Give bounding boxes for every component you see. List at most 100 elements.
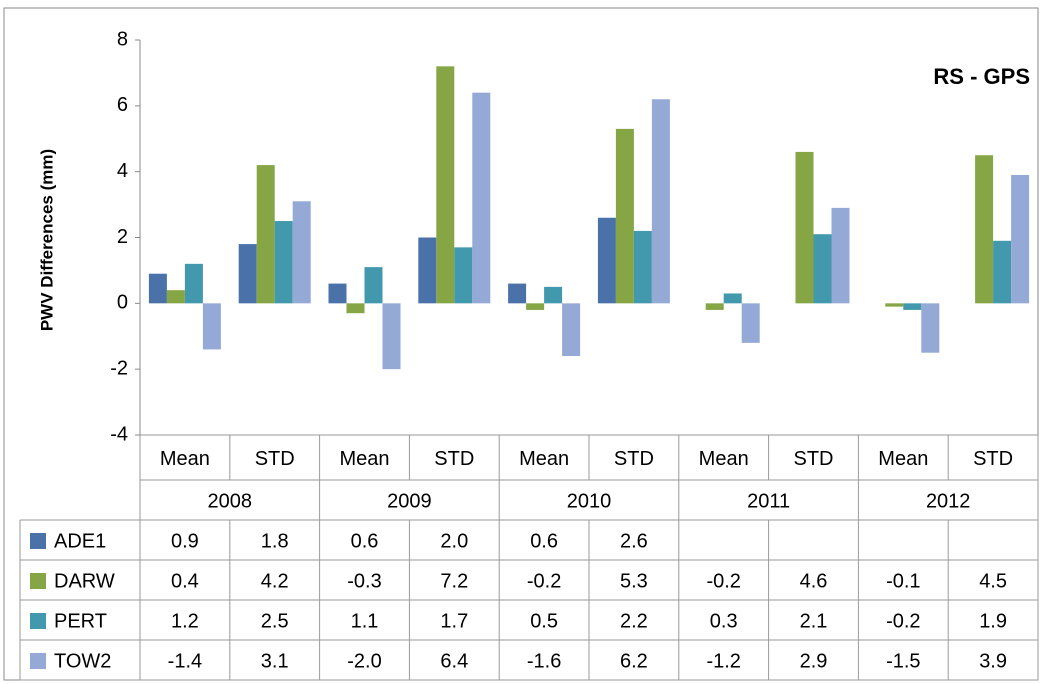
y-tick-label: 4 (117, 160, 128, 182)
bar (651, 99, 670, 304)
bar (813, 234, 832, 304)
legend-label: PERT (54, 610, 107, 632)
legend-label: ADE1 (54, 530, 106, 552)
category-label: STD (434, 448, 474, 470)
bar (328, 283, 347, 304)
table-value: -1.6 (527, 650, 561, 672)
table-value: 1.9 (979, 610, 1007, 632)
group-label: 2009 (387, 490, 432, 512)
bar (382, 303, 401, 370)
table-value: 1.8 (261, 530, 289, 552)
bar (723, 293, 742, 304)
y-tick-label: -4 (110, 423, 128, 445)
table-value: 2.1 (800, 610, 828, 632)
category-label: Mean (160, 448, 210, 470)
category-label: Mean (339, 448, 389, 470)
table-value: 4.5 (979, 570, 1007, 592)
table-value: 5.3 (620, 570, 648, 592)
bar (256, 165, 275, 304)
y-tick-label: 6 (117, 94, 128, 116)
bar (292, 201, 311, 304)
category-label: Mean (699, 448, 749, 470)
table-value: 1.2 (171, 610, 199, 632)
legend-swatch (30, 653, 46, 669)
y-tick-label: 0 (117, 292, 128, 314)
category-label: Mean (519, 448, 569, 470)
bar (615, 128, 634, 304)
category-label: STD (973, 448, 1013, 470)
table-value: -0.2 (527, 570, 561, 592)
category-label: STD (794, 448, 834, 470)
legend-swatch (30, 533, 46, 549)
table-value: -0.2 (706, 570, 740, 592)
bar (526, 303, 545, 310)
bar (364, 267, 383, 304)
group-label: 2010 (567, 490, 612, 512)
bar (166, 290, 185, 304)
annotation: RS - GPS (933, 64, 1030, 89)
table-value: 6.2 (620, 650, 648, 672)
bar (885, 303, 904, 307)
table-value: 1.1 (351, 610, 379, 632)
bar (436, 66, 455, 304)
table-value: 6.4 (440, 650, 468, 672)
table-value: 2.0 (440, 530, 468, 552)
table-value: 2.6 (620, 530, 648, 552)
bar (741, 303, 760, 343)
table-value: 2.2 (620, 610, 648, 632)
legend-swatch (30, 573, 46, 589)
bar (903, 303, 922, 310)
table-value: 0.6 (351, 530, 379, 552)
legend-swatch (30, 613, 46, 629)
legend-label: TOW2 (54, 650, 111, 672)
bar (346, 303, 365, 314)
bar (148, 273, 167, 304)
table-value: 0.3 (710, 610, 738, 632)
table-value: 3.1 (261, 650, 289, 672)
y-axis-label: PWV Differences (mm) (37, 149, 56, 331)
table-value: 0.5 (530, 610, 558, 632)
table-value: -0.2 (886, 610, 920, 632)
group-label: 2008 (208, 490, 253, 512)
category-label: STD (614, 448, 654, 470)
table-value: 0.4 (171, 570, 199, 592)
group-label: 2011 (747, 490, 790, 512)
bar (993, 240, 1012, 304)
table-value: 3.9 (979, 650, 1007, 672)
y-tick-label: 8 (117, 28, 128, 50)
bar (184, 263, 203, 304)
bar (274, 221, 293, 304)
legend-label: DARW (54, 570, 115, 592)
table-value: -1.4 (168, 650, 202, 672)
table-value: -0.3 (347, 570, 381, 592)
table-value: -1.2 (706, 650, 740, 672)
bar (597, 217, 616, 304)
bar (508, 283, 527, 304)
chart-frame (3, 7, 1039, 681)
table-value: -1.5 (886, 650, 920, 672)
bar (975, 155, 994, 304)
table-value: 4.6 (800, 570, 828, 592)
table-value: 1.7 (440, 610, 468, 632)
y-tick-label: 2 (117, 226, 128, 248)
bar (454, 247, 473, 304)
bar (562, 303, 581, 356)
bar (633, 230, 652, 304)
category-label: Mean (878, 448, 928, 470)
bar (202, 303, 221, 350)
y-tick-label: -2 (110, 357, 128, 379)
bar (238, 244, 257, 304)
bar (544, 286, 563, 304)
category-label: STD (255, 448, 295, 470)
bar (795, 151, 814, 304)
table-value: -0.1 (886, 570, 920, 592)
table-value: 0.6 (530, 530, 558, 552)
table-value: 0.9 (171, 530, 199, 552)
table-value: 4.2 (261, 570, 289, 592)
group-label: 2012 (926, 490, 971, 512)
bar (831, 207, 850, 304)
table-value: -2.0 (347, 650, 381, 672)
bar (705, 303, 724, 310)
table-value: 2.5 (261, 610, 289, 632)
